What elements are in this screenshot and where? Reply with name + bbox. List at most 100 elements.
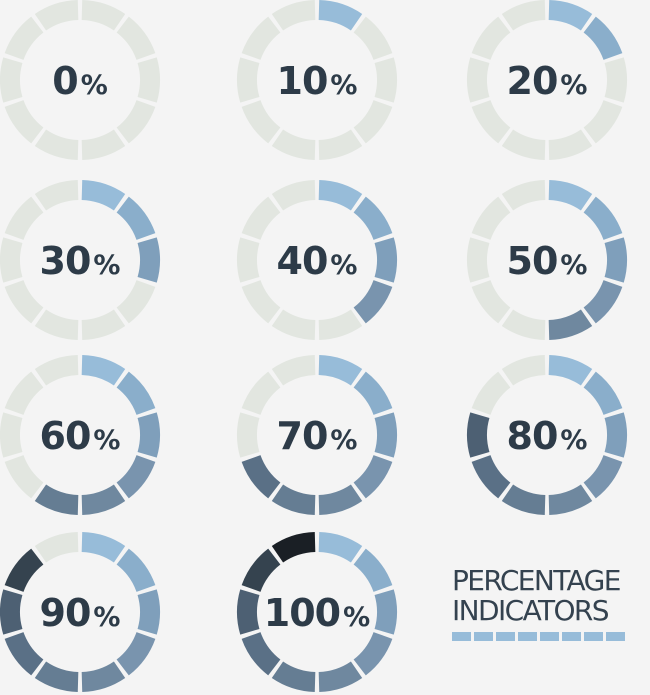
indicator-30: 30% <box>0 180 161 340</box>
title-bar-segment <box>518 632 537 641</box>
filled-segment <box>604 237 628 283</box>
filled-segment <box>241 548 281 592</box>
filled-segment <box>81 355 126 386</box>
filled-segment <box>34 484 79 515</box>
filled-segment <box>318 180 363 211</box>
indicator-percent-sign: % <box>93 602 120 633</box>
filled-segment <box>318 661 363 692</box>
filled-segment <box>241 455 281 499</box>
filled-segment <box>548 484 593 515</box>
filled-segment <box>604 412 628 458</box>
empty-segment <box>353 16 393 60</box>
filled-segment <box>271 484 316 515</box>
indicator-20: 20% <box>466 0 628 160</box>
filled-segment <box>116 632 156 676</box>
empty-segment <box>34 129 79 160</box>
empty-segment <box>501 309 546 340</box>
empty-segment <box>471 371 511 415</box>
filled-segment <box>548 0 593 31</box>
filled-segment <box>548 180 593 211</box>
filled-segment <box>353 632 393 676</box>
title-bar-segment <box>474 632 493 641</box>
indicator-value: 20 <box>507 59 558 103</box>
empty-segment <box>471 280 511 324</box>
indicator-label: 0% <box>52 59 108 103</box>
indicator-50: 50% <box>466 180 628 340</box>
filled-segment <box>116 196 156 240</box>
empty-segment <box>501 180 546 211</box>
empty-segment <box>271 129 316 160</box>
filled-segment <box>583 371 623 415</box>
empty-segment <box>271 355 316 386</box>
indicator-value: 60 <box>40 414 91 458</box>
empty-segment <box>236 237 260 283</box>
filled-segment <box>318 355 363 386</box>
empty-segment <box>4 100 44 144</box>
filled-segment <box>116 548 156 592</box>
indicator-90: 90% <box>0 532 161 692</box>
empty-segment <box>81 129 126 160</box>
empty-segment <box>0 57 23 103</box>
indicator-60: 60% <box>0 355 161 515</box>
indicator-10: 10% <box>236 0 398 160</box>
filled-segment <box>353 455 393 499</box>
indicator-label: 60% <box>40 414 121 458</box>
empty-segment <box>501 129 546 160</box>
indicator-value: 90 <box>40 591 91 635</box>
filled-segment <box>34 661 79 692</box>
empty-segment <box>501 355 546 386</box>
empty-segment <box>81 309 126 340</box>
indicator-value: 70 <box>277 414 328 458</box>
empty-segment <box>374 57 398 103</box>
indicator-value: 50 <box>507 239 558 283</box>
indicator-percent-sign: % <box>343 602 370 633</box>
empty-segment <box>34 355 79 386</box>
empty-segment <box>241 196 281 240</box>
empty-segment <box>4 455 44 499</box>
indicator-value: 40 <box>277 239 328 283</box>
empty-segment <box>271 0 316 31</box>
filled-segment <box>81 484 126 515</box>
empty-segment <box>4 280 44 324</box>
indicator-100: 100% <box>236 532 398 692</box>
empty-segment <box>236 412 260 458</box>
empty-segment <box>137 57 161 103</box>
filled-segment <box>236 589 260 635</box>
filled-segment <box>353 196 393 240</box>
empty-segment <box>116 16 156 60</box>
indicator-label: 20% <box>507 59 588 103</box>
filled-segment <box>583 280 623 324</box>
empty-segment <box>34 180 79 211</box>
filled-segment <box>583 16 623 60</box>
indicator-label: 50% <box>507 239 588 283</box>
filled-segment <box>353 548 393 592</box>
indicator-percent-sign: % <box>560 425 587 456</box>
empty-segment <box>583 100 623 144</box>
filled-segment <box>4 548 44 592</box>
filled-segment <box>353 371 393 415</box>
filled-segment <box>0 589 23 635</box>
empty-segment <box>34 532 79 563</box>
indicator-percent-sign: % <box>81 70 108 101</box>
filled-segment <box>137 589 161 635</box>
empty-segment <box>548 129 593 160</box>
indicator-percent-sign: % <box>330 70 357 101</box>
empty-segment <box>271 309 316 340</box>
filled-segment <box>81 532 126 563</box>
indicator-percent-sign: % <box>330 425 357 456</box>
filled-segment <box>137 237 161 283</box>
filled-segment <box>4 632 44 676</box>
filled-segment <box>116 371 156 415</box>
filled-segment <box>374 589 398 635</box>
filled-segment <box>374 237 398 283</box>
title-bar-segment <box>496 632 515 641</box>
indicator-value: 100 <box>264 591 340 635</box>
empty-segment <box>4 16 44 60</box>
empty-segment <box>116 100 156 144</box>
indicator-0: 0% <box>0 0 161 160</box>
indicator-label: 80% <box>507 414 588 458</box>
title-bar-segment <box>584 632 603 641</box>
title-bar-segment <box>606 632 625 641</box>
filled-segment <box>318 484 363 515</box>
